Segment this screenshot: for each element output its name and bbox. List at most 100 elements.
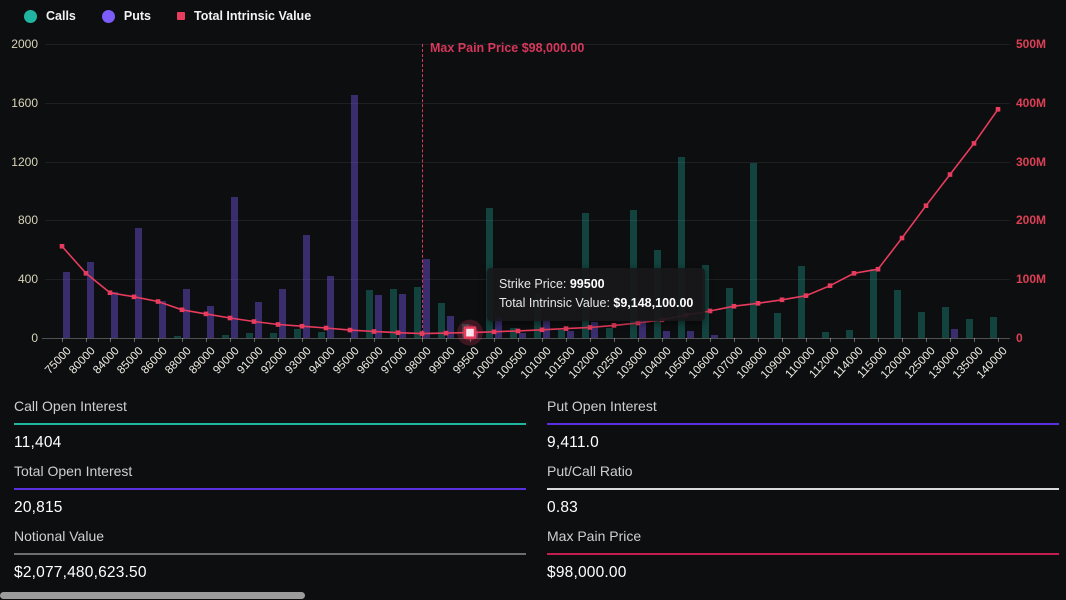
x-axis-label: 90000	[211, 345, 242, 377]
put-bar[interactable]	[111, 292, 118, 338]
y-axis-label-right: 200M	[1016, 213, 1047, 228]
tooltip-strike-value: 99500	[569, 277, 605, 291]
stat-value: 9,411.0	[547, 434, 599, 451]
stat-cell: Put Open Interest 9,411.0	[547, 394, 1059, 452]
call-bar[interactable]	[318, 332, 325, 338]
call-bar[interactable]	[822, 332, 829, 338]
tiv-marker[interactable]	[59, 243, 65, 249]
y-axis-label-left: 1200	[11, 154, 38, 169]
put-bar[interactable]	[519, 332, 526, 338]
put-bar[interactable]	[591, 321, 598, 338]
legend-label-tiv: Total Intrinsic Value	[193, 9, 312, 23]
put-bar[interactable]	[639, 320, 646, 338]
tiv-marker[interactable]	[779, 297, 785, 303]
y-axis-label-right: 500M	[1016, 37, 1047, 51]
x-axis-tick	[686, 338, 687, 342]
call-bar[interactable]	[894, 290, 901, 338]
stat-label: Total Open Interest	[14, 463, 133, 479]
call-bar[interactable]	[966, 318, 973, 338]
call-bar[interactable]	[774, 313, 781, 338]
legend-label-calls: Calls	[46, 9, 76, 23]
call-bar[interactable]	[846, 329, 853, 338]
put-bar[interactable]	[327, 276, 334, 338]
put-bar[interactable]	[447, 315, 454, 338]
x-axis-tick	[998, 338, 999, 342]
x-axis-tick	[782, 338, 783, 342]
put-bar[interactable]	[471, 330, 478, 338]
put-bar[interactable]	[255, 301, 262, 338]
stat-cell: Total Open Interest 20,815	[14, 459, 526, 517]
put-bar[interactable]	[711, 335, 718, 338]
tiv-marker[interactable]	[611, 323, 617, 328]
x-axis-label: 97000	[379, 345, 410, 377]
put-bar[interactable]	[279, 289, 286, 338]
call-bar[interactable]	[414, 286, 421, 338]
stat-cell: Put/Call Ratio 0.83	[547, 459, 1059, 517]
x-axis-label: 92000	[259, 345, 290, 377]
chart-tooltip: Strike Price: 99500 Total Intrinsic Valu…	[487, 268, 706, 321]
put-bar[interactable]	[351, 95, 358, 338]
put-bar[interactable]	[951, 329, 958, 338]
call-bar[interactable]	[222, 335, 229, 338]
put-bar[interactable]	[663, 331, 670, 338]
legend-item-calls[interactable]: Calls	[24, 9, 76, 23]
put-bar[interactable]	[543, 319, 550, 338]
put-bar[interactable]	[567, 330, 574, 338]
call-bar[interactable]	[294, 329, 301, 338]
call-bar[interactable]	[606, 328, 613, 338]
stat-value: $2,077,480,623.50	[14, 564, 147, 581]
put-bar[interactable]	[63, 271, 70, 338]
x-axis-label: 80000	[67, 345, 98, 377]
legend-item-tiv[interactable]: Total Intrinsic Value	[176, 9, 312, 23]
put-bar[interactable]	[687, 331, 694, 338]
call-bar[interactable]	[390, 288, 397, 338]
put-bar[interactable]	[399, 293, 406, 338]
put-bar[interactable]	[183, 289, 190, 338]
tiv-marker[interactable]	[827, 283, 833, 288]
call-bar[interactable]	[918, 311, 925, 338]
put-bar[interactable]	[423, 259, 430, 338]
y-axis-label-left: 400	[17, 272, 38, 287]
call-bar[interactable]	[366, 290, 373, 338]
x-axis-tick	[758, 338, 759, 342]
x-axis-tick	[470, 338, 471, 342]
tiv-marker[interactable]	[971, 141, 977, 146]
put-bar[interactable]	[87, 261, 94, 338]
call-bar[interactable]	[510, 328, 517, 338]
y-axis-label-left: 1600	[11, 95, 38, 110]
x-axis-label: 93000	[283, 345, 314, 377]
x-axis-tick	[662, 338, 663, 342]
tiv-marker[interactable]	[995, 106, 1001, 112]
tiv-marker[interactable]	[851, 271, 857, 276]
call-bar[interactable]	[246, 332, 253, 338]
call-bar[interactable]	[462, 324, 469, 338]
x-axis-tick	[206, 338, 207, 342]
call-bar[interactable]	[174, 335, 181, 338]
x-axis-tick	[854, 338, 855, 342]
stat-underline	[547, 488, 1059, 490]
put-bar[interactable]	[207, 306, 214, 338]
horizontal-scrollbar-thumb[interactable]	[0, 592, 305, 599]
call-bar[interactable]	[750, 163, 757, 338]
call-bar[interactable]	[942, 307, 949, 338]
call-bar[interactable]	[990, 317, 997, 338]
call-bar[interactable]	[438, 302, 445, 338]
put-bar[interactable]	[375, 294, 382, 338]
options-open-interest-chart: Max Pain Price $98,000.00 Strike Price: …	[11, 37, 1047, 381]
call-bar[interactable]	[726, 288, 733, 338]
put-bar[interactable]	[159, 300, 166, 338]
x-axis-tick	[566, 338, 567, 342]
legend-item-puts[interactable]: Puts	[101, 9, 151, 23]
put-bar[interactable]	[303, 235, 310, 338]
call-bar[interactable]	[870, 268, 877, 338]
put-bar[interactable]	[231, 196, 238, 338]
call-bar[interactable]	[798, 265, 805, 338]
tiv-marker[interactable]	[899, 235, 905, 241]
put-bar[interactable]	[135, 227, 142, 338]
tiv-marker[interactable]	[947, 172, 953, 177]
call-bar[interactable]	[558, 329, 565, 338]
x-axis-tick	[350, 338, 351, 342]
call-bar[interactable]	[270, 332, 277, 338]
tiv-marker[interactable]	[923, 203, 929, 208]
